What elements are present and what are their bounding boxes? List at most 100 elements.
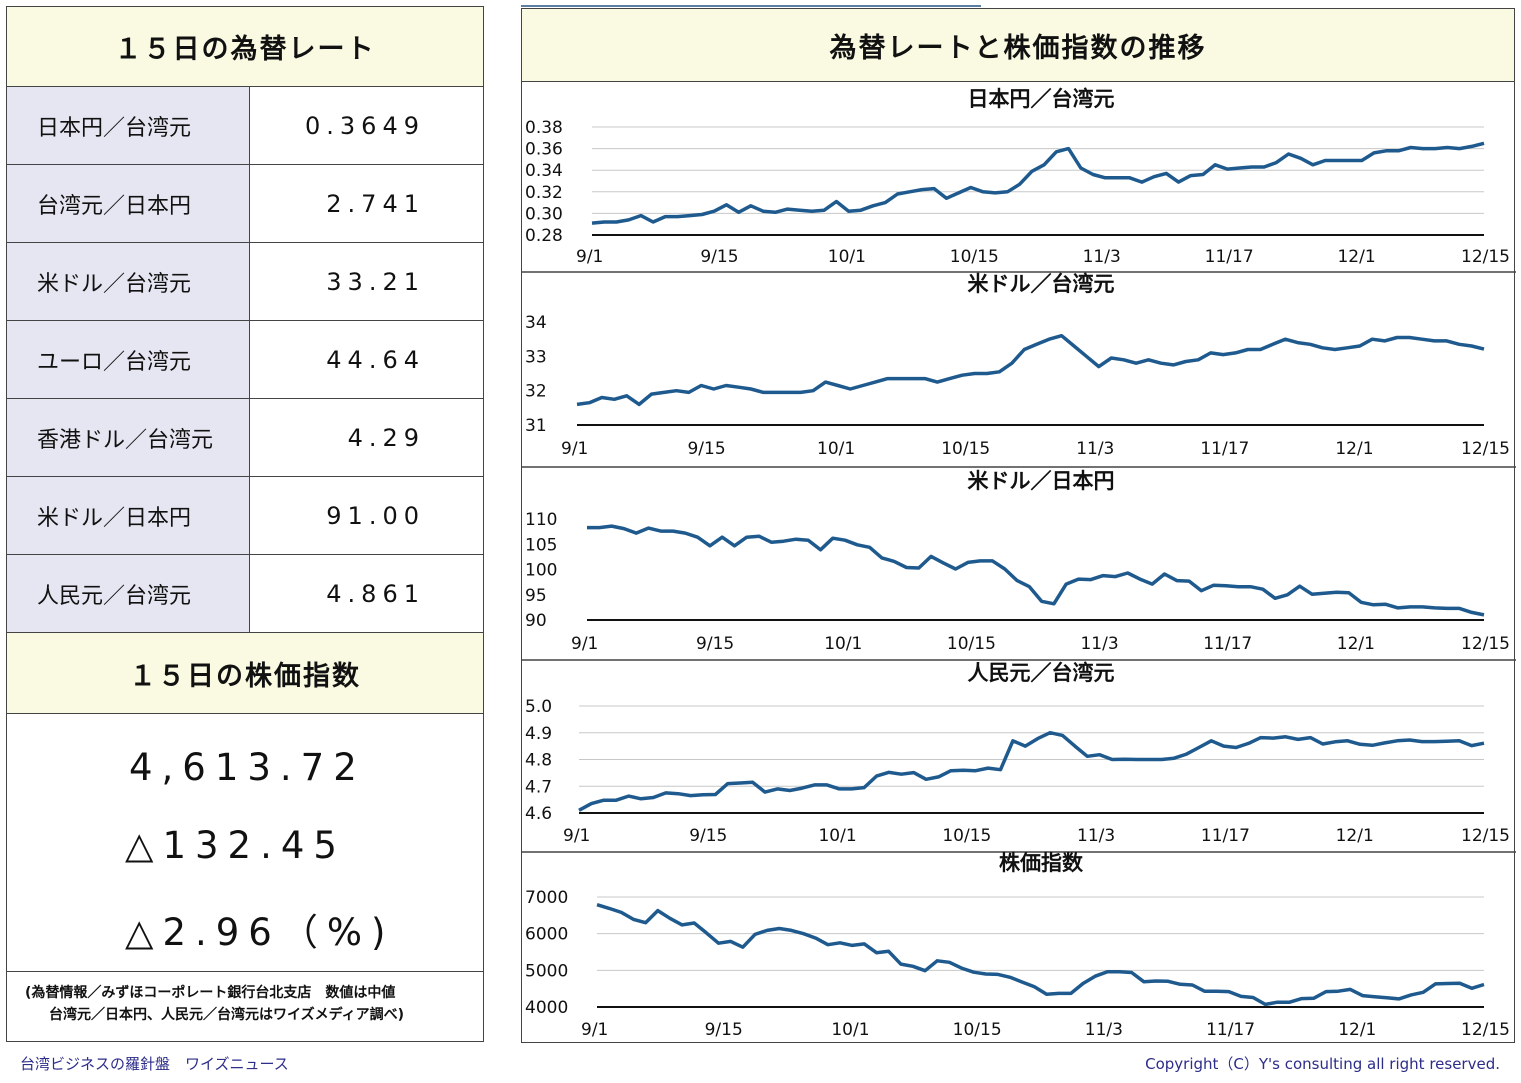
x-tick-label: 12/1: [1337, 634, 1375, 654]
rate-name: 米ドル／台湾元: [7, 243, 250, 320]
stock-index-change: △132.45: [125, 824, 346, 867]
rate-row: 人民元／台湾元 4.861: [7, 555, 483, 633]
y-tick-label: 0.36: [525, 140, 563, 160]
rate-row: 米ドル／台湾元 33.21: [7, 243, 483, 321]
y-tick-label: 90: [525, 611, 547, 631]
footnote-line-1: (為替情報／みずほコーポレート銀行台北支店 数値は中値: [25, 985, 396, 1001]
x-tick-label: 11/3: [1085, 1020, 1123, 1040]
x-tick-label: 9/1: [563, 826, 590, 846]
rate-value: 4.861: [326, 579, 425, 608]
x-tick-label: 12/15: [1461, 247, 1510, 267]
x-tick-label: 11/17: [1203, 634, 1252, 654]
source-footnote: (為替情報／みずほコーポレート銀行台北支店 数値は中値 台湾元／日本円、人民元／…: [7, 972, 483, 1026]
chart-title: 米ドル／日本円: [968, 469, 1115, 493]
x-tick-label: 10/15: [941, 439, 990, 459]
x-tick-label: 9/15: [689, 826, 727, 846]
chart-title: 日本円／台湾元: [968, 87, 1115, 111]
rate-name: 香港ドル／台湾元: [7, 399, 250, 476]
rate-name: 台湾元／日本円: [7, 165, 250, 242]
x-tick-label: 9/1: [576, 247, 603, 267]
x-tick-label: 10/15: [942, 826, 991, 846]
charts-area: 日本円／台湾元 0.380.360.340.320.300.28 9/1 9/15 10…: [522, 87, 1516, 1040]
x-tick-label: 10/1: [828, 247, 866, 267]
rate-value: 44.64: [326, 345, 425, 374]
x-tick-label: 11/17: [1206, 1020, 1255, 1040]
x-tick-label: 11/3: [1076, 439, 1114, 459]
footnote-line-2: 台湾元／日本円、人民元／台湾元はワイズメディア調べ): [49, 1007, 404, 1023]
x-tick-label: 9/15: [687, 439, 725, 459]
x-tick-label: 12/15: [1461, 1020, 1510, 1040]
rate-value: 2.741: [326, 189, 425, 218]
rate-value: 91.00: [326, 501, 425, 530]
y-tick-label: 6000: [525, 925, 568, 945]
x-tick-label: 12/1: [1336, 826, 1374, 846]
y-tick-label: 0.30: [525, 204, 563, 224]
x-tick-label: 9/1: [561, 439, 588, 459]
x-tick-label: 10/15: [947, 634, 996, 654]
chart-title: 株価指数: [999, 851, 1084, 875]
series-line: [578, 730, 1485, 812]
x-tick-label: 9/1: [571, 634, 598, 654]
rate-row: ユーロ／台湾元 44.64: [7, 321, 483, 399]
x-tick-label: 11/17: [1200, 439, 1249, 459]
y-tick-label: 31: [525, 416, 547, 436]
x-tick-label: 9/15: [696, 634, 734, 654]
y-tick-label: 4.6: [525, 804, 552, 824]
x-tick-label: 12/15: [1461, 439, 1510, 459]
y-tick-label: 100: [525, 561, 557, 581]
x-tick-label: 10/1: [831, 1020, 869, 1040]
x-tick-label: 10/15: [953, 1020, 1002, 1040]
chart-panel: 米ドル／日本円 110 105 100 95 90 9/1 9/15 10/1 10/15 11/3…: [522, 466, 1516, 654]
y-tick-label: 0.38: [525, 118, 563, 138]
y-tick-label: 33: [525, 347, 547, 367]
x-tick-label: 12/1: [1338, 1020, 1376, 1040]
rate-value: 4.29: [347, 423, 425, 452]
y-tick-label: 32: [525, 382, 547, 402]
rate-name: 人民元／台湾元: [7, 555, 250, 632]
rate-name: ユーロ／台湾元: [7, 321, 250, 398]
x-tick-label: 9/15: [700, 247, 738, 267]
x-tick-label: 11/17: [1205, 247, 1254, 267]
x-tick-label: 12/1: [1337, 247, 1375, 267]
chart-panel: 日本円／台湾元 0.380.360.340.320.300.28 9/1 9/15 10…: [525, 87, 1510, 267]
rate-value: 0.3649: [305, 111, 425, 140]
x-tick-label: 10/1: [818, 826, 856, 846]
series-line: [587, 524, 1485, 617]
series-line: [576, 333, 1485, 407]
y-tick-label: 95: [525, 586, 547, 606]
y-tick-label: 7000: [525, 888, 568, 908]
x-tick-label: 12/1: [1335, 439, 1373, 459]
stock-title: １５日の株価指数: [7, 633, 483, 714]
rate-name: 米ドル／日本円: [7, 477, 250, 554]
rate-name: 日本円／台湾元: [7, 87, 250, 164]
y-tick-label: 4000: [525, 998, 568, 1018]
trend-panel: 為替レートと株価指数の推移 日本円／台湾元 0.38 0.36 0.34 0.32 0.3…: [521, 8, 1516, 1043]
chart-title: 人民元／台湾元: [968, 661, 1115, 685]
exchange-rate-panel: １５日の為替レート 日本円／台湾元 0.3649 台湾元／日本円 2.741 米…: [6, 6, 484, 1042]
x-tick-label: 9/1: [581, 1020, 608, 1040]
x-tick-label: 11/3: [1083, 247, 1121, 267]
y-tick-label: 5000: [525, 961, 568, 981]
x-tick-label: 10/1: [824, 634, 862, 654]
y-tick-label: 34: [525, 313, 547, 333]
footer-brand: 台湾ビジネスの羅針盤 ワイズニュース: [20, 1055, 289, 1073]
x-tick-label: 11/17: [1201, 826, 1250, 846]
series-line: [596, 903, 1485, 1007]
y-tick-label: 4.7: [525, 777, 552, 797]
y-tick-label: 105: [525, 535, 557, 555]
rates-title: １５日の為替レート: [7, 7, 483, 87]
rate-row: 米ドル／日本円 91.00: [7, 477, 483, 555]
x-tick-label: 11/3: [1080, 634, 1118, 654]
rate-value: 33.21: [326, 267, 425, 296]
rate-row: 日本円／台湾元 0.3649: [7, 87, 483, 165]
rates-table: 日本円／台湾元 0.3649 台湾元／日本円 2.741 米ドル／台湾元 33.…: [7, 87, 483, 633]
footer-copyright: Copyright（C）Y's consulting all right res…: [1145, 1055, 1500, 1073]
y-tick-label: 110: [525, 510, 557, 530]
y-tick-label: 4.9: [525, 724, 552, 744]
rate-row: 香港ドル／台湾元 4.29: [7, 399, 483, 477]
y-tick-label: 0.34: [525, 161, 563, 181]
stock-index-percent: △2.96（%): [125, 911, 395, 954]
top-accent-line: [521, 5, 981, 7]
y-tick-label: 5.0: [525, 697, 552, 717]
stock-index-value: 4,613.72: [129, 746, 366, 789]
